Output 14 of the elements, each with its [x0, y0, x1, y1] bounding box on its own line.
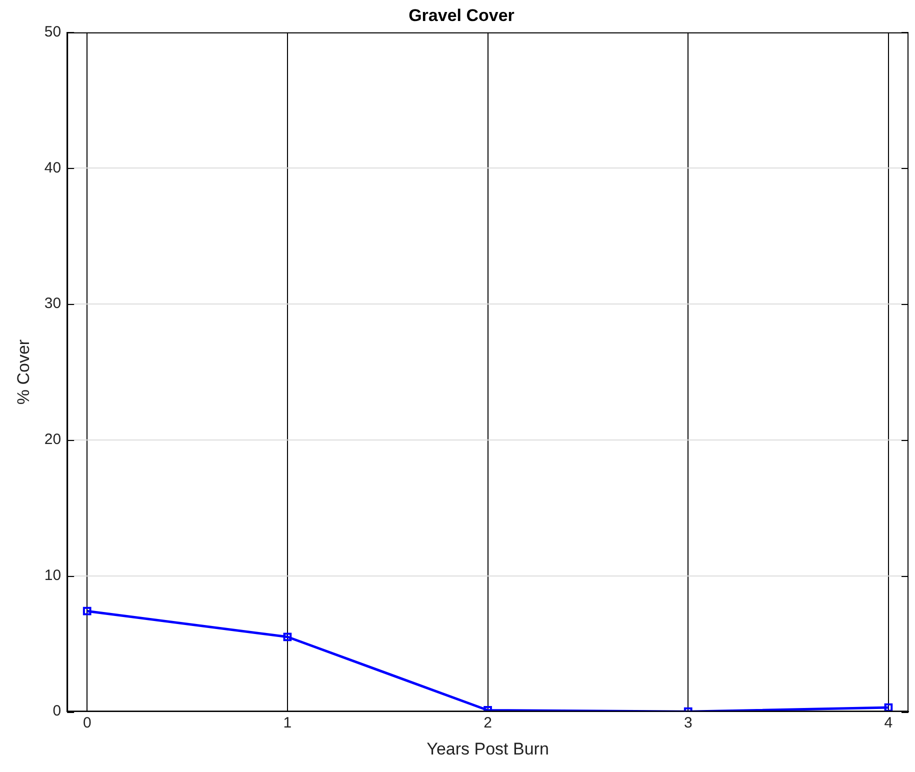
y-axis-title: % Cover	[14, 339, 33, 405]
y-tick-label: 50	[44, 24, 62, 41]
y-tick-label: 0	[52, 702, 62, 720]
x-tick-label: 3	[684, 714, 692, 732]
y-tick-label: 30	[44, 295, 62, 312]
y-tick-label: 40	[44, 159, 62, 176]
x-tick-label: 0	[82, 714, 92, 732]
x-tick-label: 4	[884, 714, 893, 732]
x-tick-label: 2	[484, 714, 492, 732]
chart-title: Gravel Cover	[408, 6, 515, 25]
y-tick-label: 10	[44, 566, 62, 584]
x-axis-title: Years Post Burn	[426, 739, 549, 758]
x-tick-label: 1	[283, 714, 292, 732]
y-tick-label: 20	[44, 431, 62, 448]
